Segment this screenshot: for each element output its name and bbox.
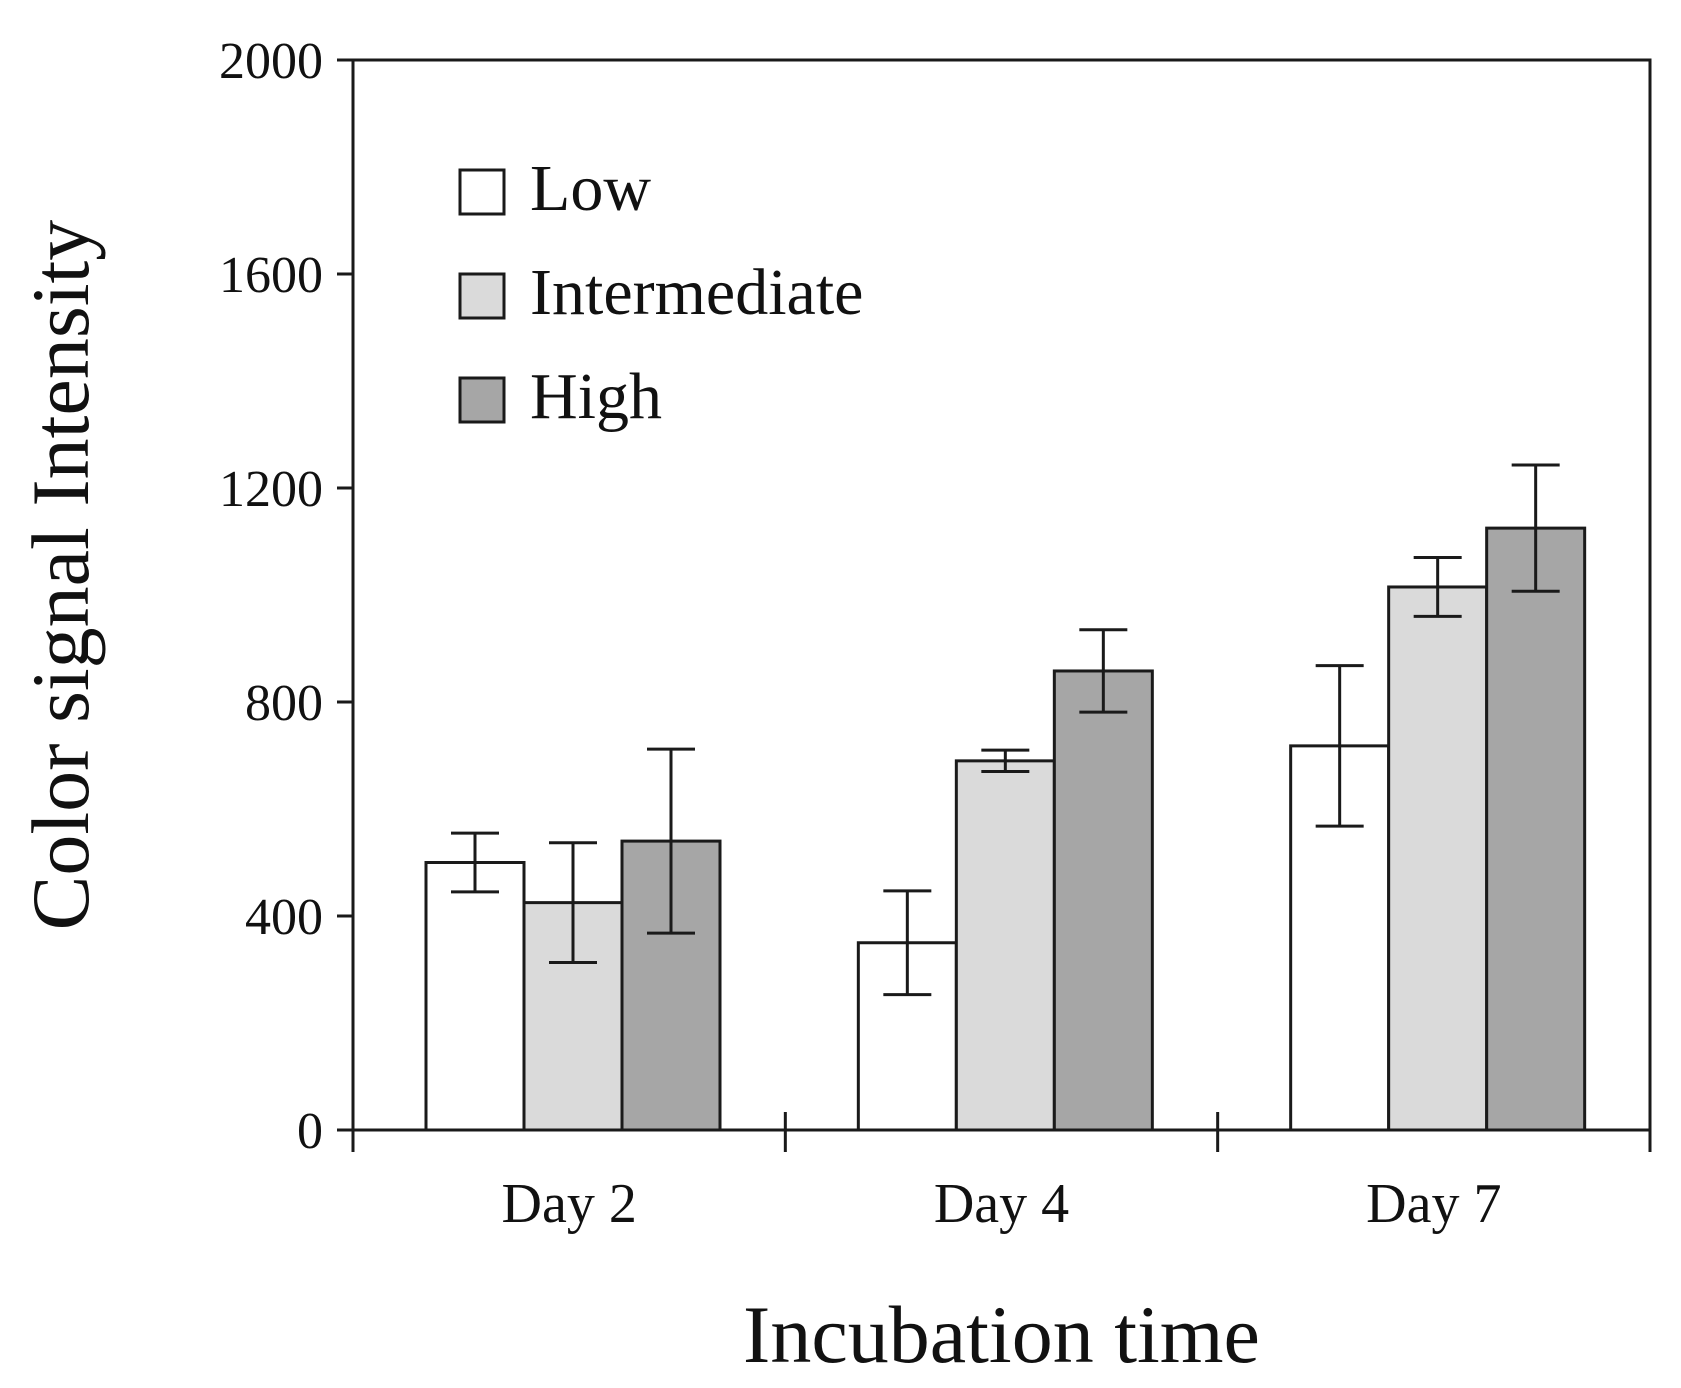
y-tick-label: 0 [297, 1103, 323, 1160]
bar-high-day-7 [1485, 526, 1587, 1132]
y-tick-label: 800 [245, 675, 323, 732]
bar-intermediate-day-7 [1387, 585, 1489, 1132]
bar-high-day-4 [1052, 669, 1154, 1132]
y-tick-label: 1200 [219, 461, 323, 518]
x-category-label: Day 4 [934, 1173, 1069, 1235]
y-tick-label: 1600 [219, 247, 323, 304]
bars [424, 526, 1587, 1132]
bar-intermediate-day-4 [954, 759, 1056, 1132]
legend-swatch-low [458, 168, 506, 216]
axis-labels: 0 400 800 1200 1600 2000 Day 2 Day 4 Day 7 Incuba… [15, 33, 1501, 1380]
legend-swatch-high [458, 376, 506, 424]
bar-low-day-2 [424, 861, 526, 1132]
x-category-label: Day 7 [1366, 1173, 1501, 1235]
y-tick-label: 400 [245, 889, 323, 946]
y-axis-title: Color signal Intensity [15, 220, 106, 931]
x-category-label: Day 2 [502, 1173, 637, 1235]
legend-label-high: High [530, 360, 662, 433]
legend-swatch-intermediate [458, 272, 506, 320]
error-bars [451, 463, 1560, 997]
legend-label-low: Low [530, 152, 651, 225]
legend-label-intermediate: Intermediate [530, 256, 863, 329]
legend: Low Intermediate High [458, 152, 863, 433]
y-tick-label: 2000 [219, 33, 323, 90]
x-axis-title: Incubation time [743, 1289, 1260, 1380]
